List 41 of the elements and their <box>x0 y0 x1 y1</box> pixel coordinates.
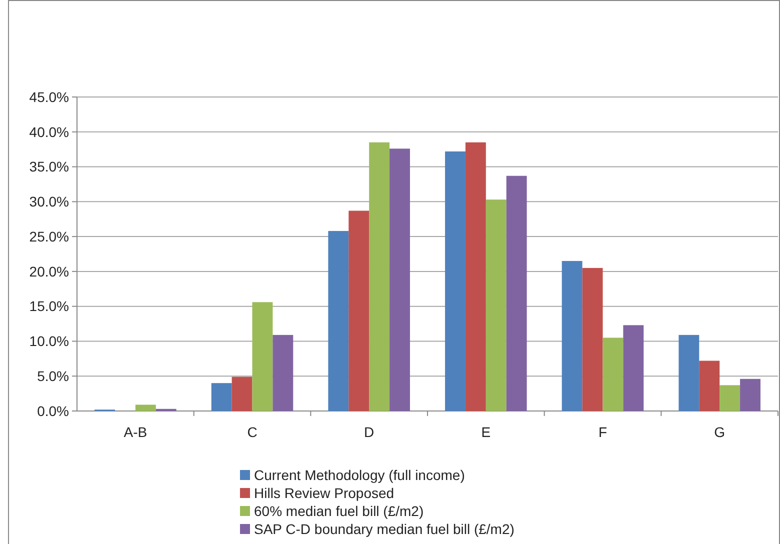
y-tick-label: 10.0% <box>29 333 69 350</box>
bar <box>135 404 156 411</box>
x-tick-label: C <box>247 424 258 440</box>
bar <box>328 230 349 411</box>
x-tick-label: A-B <box>124 424 148 440</box>
bar <box>369 142 390 411</box>
bar <box>623 325 644 411</box>
legend-label: SAP C-D boundary median fuel bill (£/m2) <box>254 520 514 537</box>
bar <box>232 376 252 411</box>
y-tick-label: 15.0% <box>29 298 69 314</box>
y-tick-label: 0.0% <box>37 402 69 419</box>
x-tick-label: D <box>364 424 374 440</box>
bar <box>211 383 232 411</box>
bar <box>582 268 603 411</box>
bar <box>562 260 582 411</box>
y-tick-label: 25.0% <box>29 228 69 244</box>
bar <box>699 360 720 411</box>
bar <box>348 210 370 411</box>
bar <box>465 142 486 411</box>
bar <box>272 334 294 411</box>
bar <box>252 302 273 411</box>
x-tick-label: G <box>714 424 726 440</box>
bar <box>390 148 410 411</box>
y-tick-label: 20.0% <box>29 263 69 280</box>
x-tick-label: E <box>481 424 491 440</box>
bar <box>740 378 760 411</box>
bar <box>720 385 740 411</box>
y-tick-label: 45.0% <box>29 88 69 105</box>
bar <box>445 151 466 411</box>
legend-label: Hills Review Proposed <box>254 484 394 501</box>
legend-label: 60% median fuel bill (£/m2) <box>254 502 424 519</box>
bar <box>602 338 624 411</box>
y-tick-label: 35.0% <box>29 158 69 175</box>
x-tick-label: F <box>598 424 608 440</box>
y-tick-label: 5.0% <box>37 368 69 384</box>
legend-label: Current Methodology (full income) <box>254 466 465 483</box>
y-tick-label: 30.0% <box>29 194 69 210</box>
bar <box>678 334 700 411</box>
bar <box>506 176 527 411</box>
y-tick-label: 40.0% <box>29 124 69 140</box>
bar <box>486 200 506 411</box>
